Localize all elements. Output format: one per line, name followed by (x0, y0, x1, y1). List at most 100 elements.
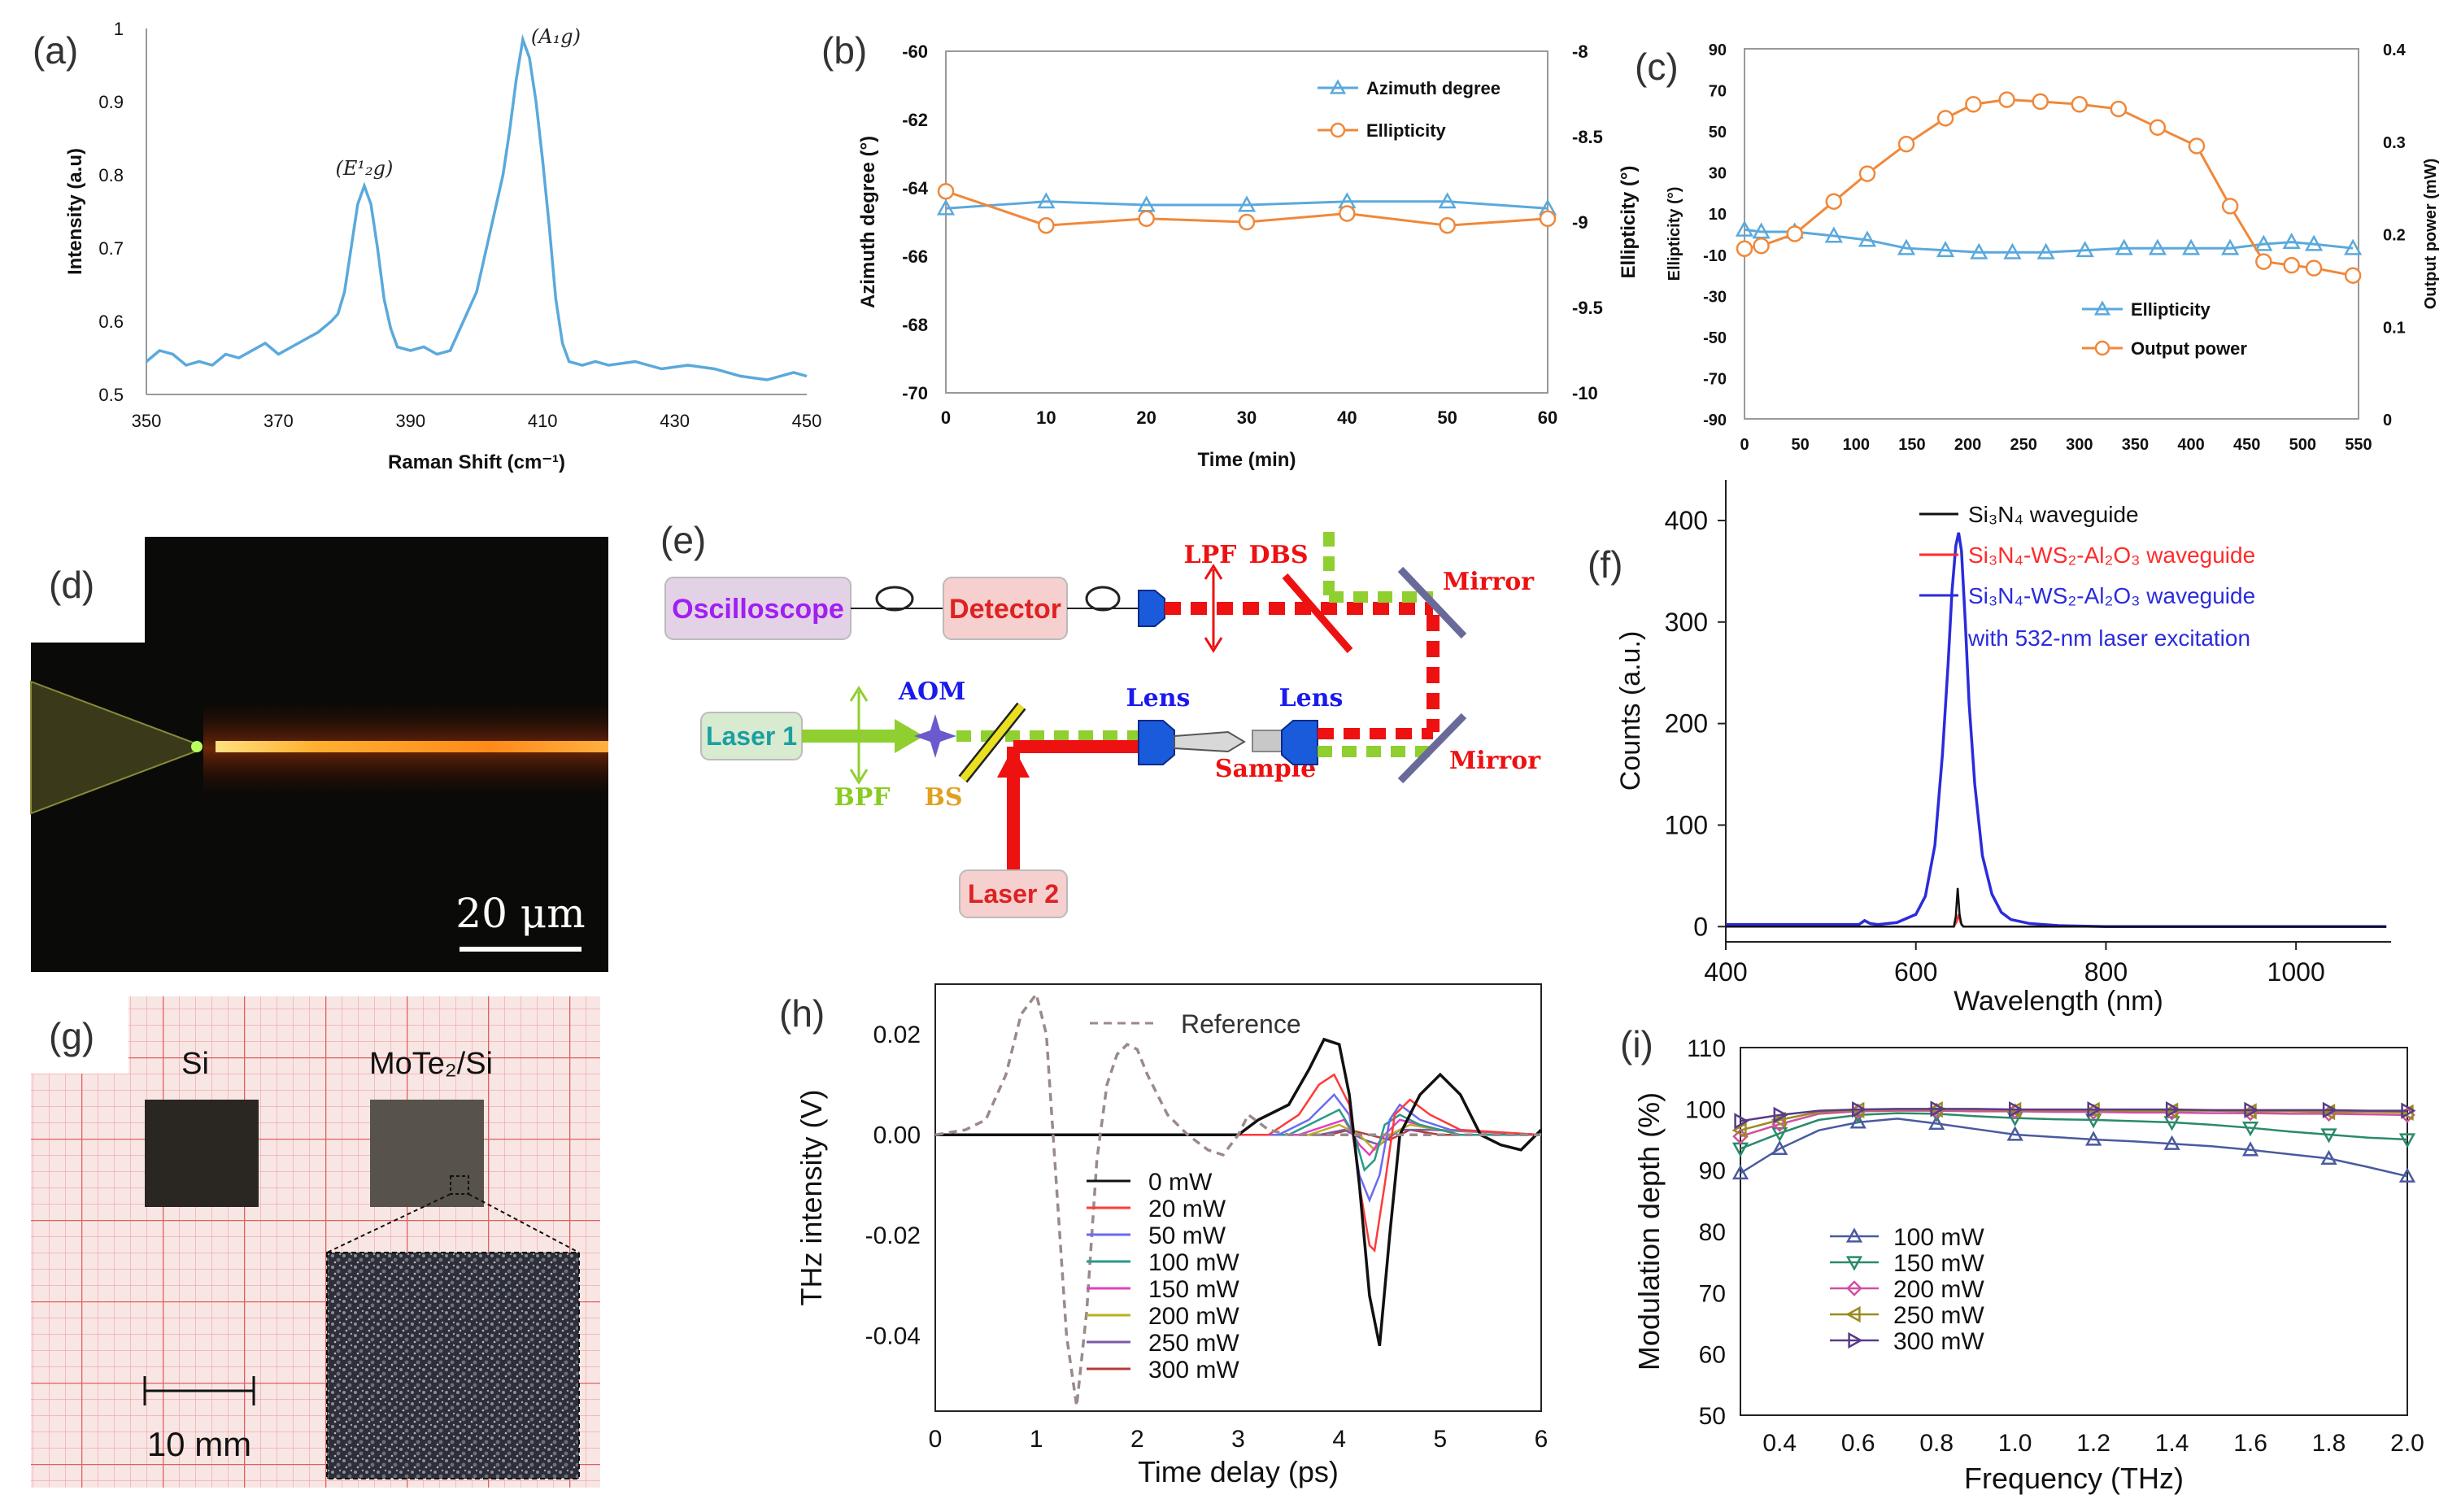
y-tick-label-left: 90 (1709, 41, 1727, 59)
panel-label-f: (f) (1588, 543, 1623, 586)
legend-label: 200 mW (1893, 1276, 1984, 1303)
data-point (1771, 1139, 1788, 1155)
legend-label: Ellipticity (2131, 299, 2211, 320)
y-tick-label: 200 (1665, 709, 1708, 739)
data-point (2398, 1167, 2416, 1183)
x-tick-label: 0 (941, 407, 951, 428)
y-tick-label-right: 0.1 (2383, 319, 2406, 337)
dbs-mirror (1282, 573, 1353, 653)
data-point (2076, 241, 2094, 258)
data-point (2036, 242, 2055, 259)
laser2-arrowhead (997, 747, 1030, 778)
data-point (1936, 241, 1955, 258)
y-tick-label: 0.02 (873, 1022, 921, 1048)
data-point (2244, 1101, 2259, 1118)
y-tick-label: 0.5 (98, 385, 124, 405)
data-point (1965, 96, 1982, 113)
zoom-inset (326, 1252, 580, 1479)
legend-marker (1848, 1331, 1863, 1349)
y-axis-label-right: Ellipticity (°) (1618, 166, 1640, 279)
lens-right (1281, 720, 1318, 765)
cable-loop-2 (1085, 586, 1121, 612)
data-point (2032, 93, 2049, 111)
y-tick-label-left: -66 (902, 246, 928, 267)
panel-d: (d) 20 μm (30, 537, 608, 972)
y-tick-label-left: -70 (1703, 370, 1727, 388)
x-tick-label: 390 (395, 411, 425, 431)
x-tick-label: 6 (1535, 1426, 1548, 1453)
y-tick-label-left: -62 (902, 110, 928, 130)
aom-star (914, 714, 956, 758)
peak-label: (A₁g) (531, 25, 581, 48)
x-tick-label: 400 (2177, 436, 2204, 454)
legend-label: 20 mW (1148, 1196, 1226, 1222)
x-tick-label: 0.4 (1762, 1430, 1797, 1457)
lpf-arrow-heads (1204, 564, 1223, 653)
y-tick-label: 0.00 (873, 1122, 921, 1148)
plot-frame (934, 983, 1542, 1412)
series-line-4 (935, 1108, 1541, 1172)
y-tick-label: -0.02 (865, 1222, 921, 1249)
panel-label-e: (e) (660, 519, 706, 561)
sample-label-si: Si (181, 1047, 209, 1081)
mirror-top (1397, 566, 1467, 639)
chart-c: 0 50 100 150 200 250 300 350 400 450 500 550-90-70-… (1666, 41, 2440, 454)
x-tick-label: 1.0 (1998, 1430, 2032, 1457)
x-axis-label: Time (min) (1198, 449, 1296, 471)
data-point (2344, 267, 2362, 284)
mirror-top-label: Mirror (1443, 568, 1535, 596)
x-axis-label: Raman Shift (cm⁻¹) (388, 451, 565, 473)
data-point (2241, 1141, 2259, 1157)
panel-label-b: (b) (821, 29, 867, 72)
data-point (1438, 192, 1457, 209)
data-point (1237, 195, 1257, 212)
y-tick-label-left: -10 (1703, 247, 1727, 265)
data-point (2163, 1116, 2180, 1131)
x-tick-label: 1.4 (2155, 1430, 2189, 1457)
x-tick-label: 10 (1036, 407, 1056, 428)
dbs-label: DBS (1248, 541, 1308, 569)
data-point (2401, 1102, 2416, 1119)
x-tick-label: 1.6 (2233, 1430, 2267, 1457)
x-tick-label: 20 (1136, 407, 1156, 428)
y-tick-label: 60 (1699, 1342, 1726, 1369)
legend-label: 0 mW (1148, 1169, 1213, 1196)
y-tick-label: 50 (1699, 1403, 1726, 1430)
legend-marker (2094, 340, 2110, 356)
x-axis-label: Time delay (ps) (1138, 1455, 1339, 1488)
legend-extra: with 532-nm laser excitation (1967, 625, 2250, 651)
legend-label: 50 mW (1148, 1222, 1226, 1249)
x-tick-label: 30 (1237, 407, 1257, 428)
peak-label: (E¹₂g) (336, 157, 394, 180)
bpf-arrow-heads (849, 686, 869, 785)
y-tick-label-left: -64 (902, 178, 929, 198)
legend-label: 300 mW (1148, 1357, 1239, 1383)
y-tick-label-right: -8 (1572, 41, 1588, 62)
x-tick-label: 2 (1130, 1426, 1144, 1453)
series-line-2 (935, 1073, 1542, 1253)
data-point (2320, 1128, 2337, 1144)
x-tick-label: 350 (132, 411, 162, 431)
series-line-1 (935, 1037, 1543, 1347)
x-tick-label: 2.0 (2390, 1430, 2424, 1457)
chart-h: 0 1 2 3 4 5 6 -0.04 -0.02 0.00 0.02 Time delay (ps)… (795, 983, 1548, 1488)
data-point (1936, 110, 1954, 127)
y-tick-label: 0.8 (98, 165, 124, 185)
lpf-label: LPF (1184, 541, 1237, 569)
zoom-line-left (326, 1193, 451, 1253)
series-line-3 (935, 1092, 1542, 1203)
series-line-7 (935, 1128, 1542, 1147)
x-tick-label: 410 (528, 411, 558, 431)
legend-label: Reference (1181, 1009, 1301, 1039)
series-line-0 (1740, 1118, 2408, 1178)
data-point (2003, 242, 2022, 259)
data-point (1773, 1106, 1788, 1123)
lens-right-label: Lens (1279, 684, 1344, 712)
series-line-6 (935, 1123, 1542, 1152)
legend-label: 250 mW (1893, 1302, 1984, 1329)
bs-label: BS (924, 783, 962, 812)
data-point (2282, 233, 2301, 250)
data-point (2320, 1149, 2337, 1165)
y-tick-label: 0.9 (98, 92, 124, 112)
legend-label: Azimuth degree (1366, 78, 1501, 98)
